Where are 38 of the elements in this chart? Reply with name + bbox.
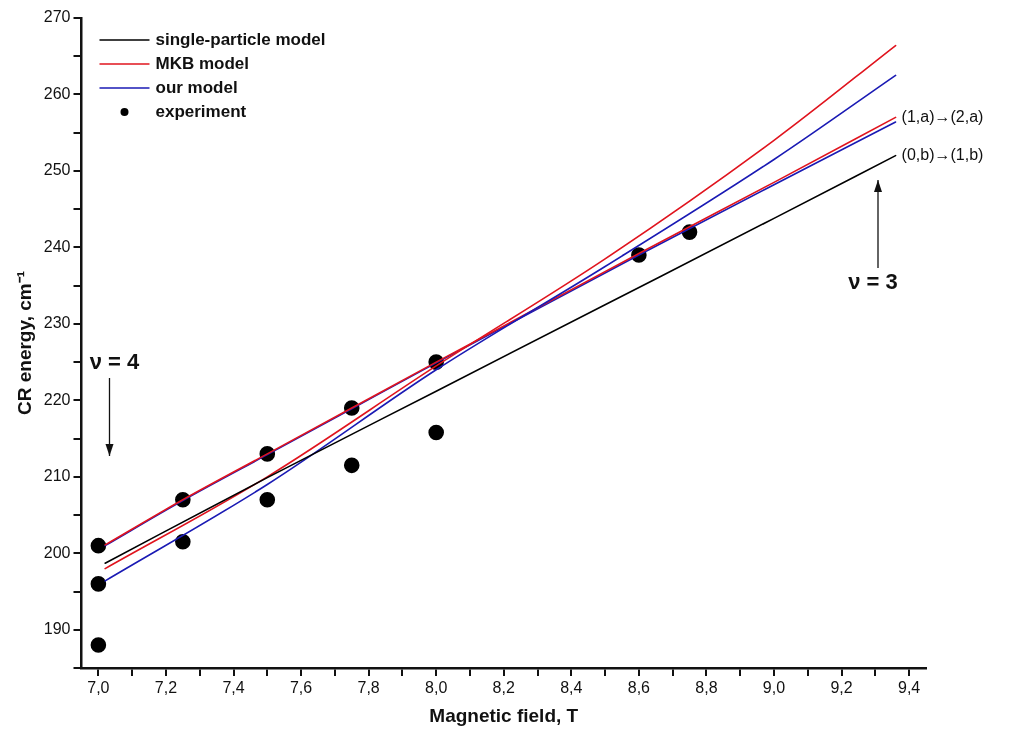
legend-label: experiment <box>155 101 247 121</box>
x-tick-label: 9,2 <box>830 679 853 697</box>
y-tick-label: 250 <box>43 161 71 179</box>
x-tick-label: 9,0 <box>762 679 786 697</box>
x-tick-label: 7,4 <box>222 679 245 697</box>
x-tick-label: 7,2 <box>154 679 178 697</box>
x-tick-label: 8,4 <box>560 679 583 697</box>
x-tick-label: 8,8 <box>695 679 718 697</box>
annotation: (1,a)→(2,a) <box>901 107 984 125</box>
legend-label: MKB model <box>155 53 249 73</box>
x-tick-label: 8,2 <box>492 679 515 697</box>
point <box>90 637 107 653</box>
annotation: ν = 3 <box>848 269 898 295</box>
y-tick-label: 200 <box>43 543 71 561</box>
y-tick-label: 240 <box>43 237 71 255</box>
y-tick-label: 210 <box>43 467 71 485</box>
x-tick-label: 7,0 <box>87 679 110 697</box>
x-axis-title: Magnetic field, T <box>429 704 579 726</box>
annotation: (0,b)→(1,b) <box>901 146 984 164</box>
x-tick-label: 7,6 <box>289 679 313 697</box>
point <box>428 424 444 441</box>
x-tick-label: 8,0 <box>425 679 448 697</box>
annotation: ν = 4 <box>89 349 141 375</box>
y-tick-label: 190 <box>43 620 71 638</box>
point <box>90 537 107 554</box>
legend-label: our model <box>155 77 238 97</box>
point <box>259 491 276 508</box>
y-tick-label: 260 <box>43 84 71 102</box>
x-tick-label: 7,8 <box>357 679 380 697</box>
y-tick-label: 220 <box>43 390 71 408</box>
point <box>90 576 107 592</box>
y-tick-label: 270 <box>43 8 71 26</box>
x-tick-label: 8,6 <box>627 679 651 697</box>
point <box>343 457 360 474</box>
y-axis-title: CR energy, cm⁻¹ <box>13 271 35 415</box>
legend-label: single-particle model <box>155 29 326 49</box>
x-tick-label: 9,4 <box>897 679 921 697</box>
y-tick-label: 230 <box>43 314 71 332</box>
